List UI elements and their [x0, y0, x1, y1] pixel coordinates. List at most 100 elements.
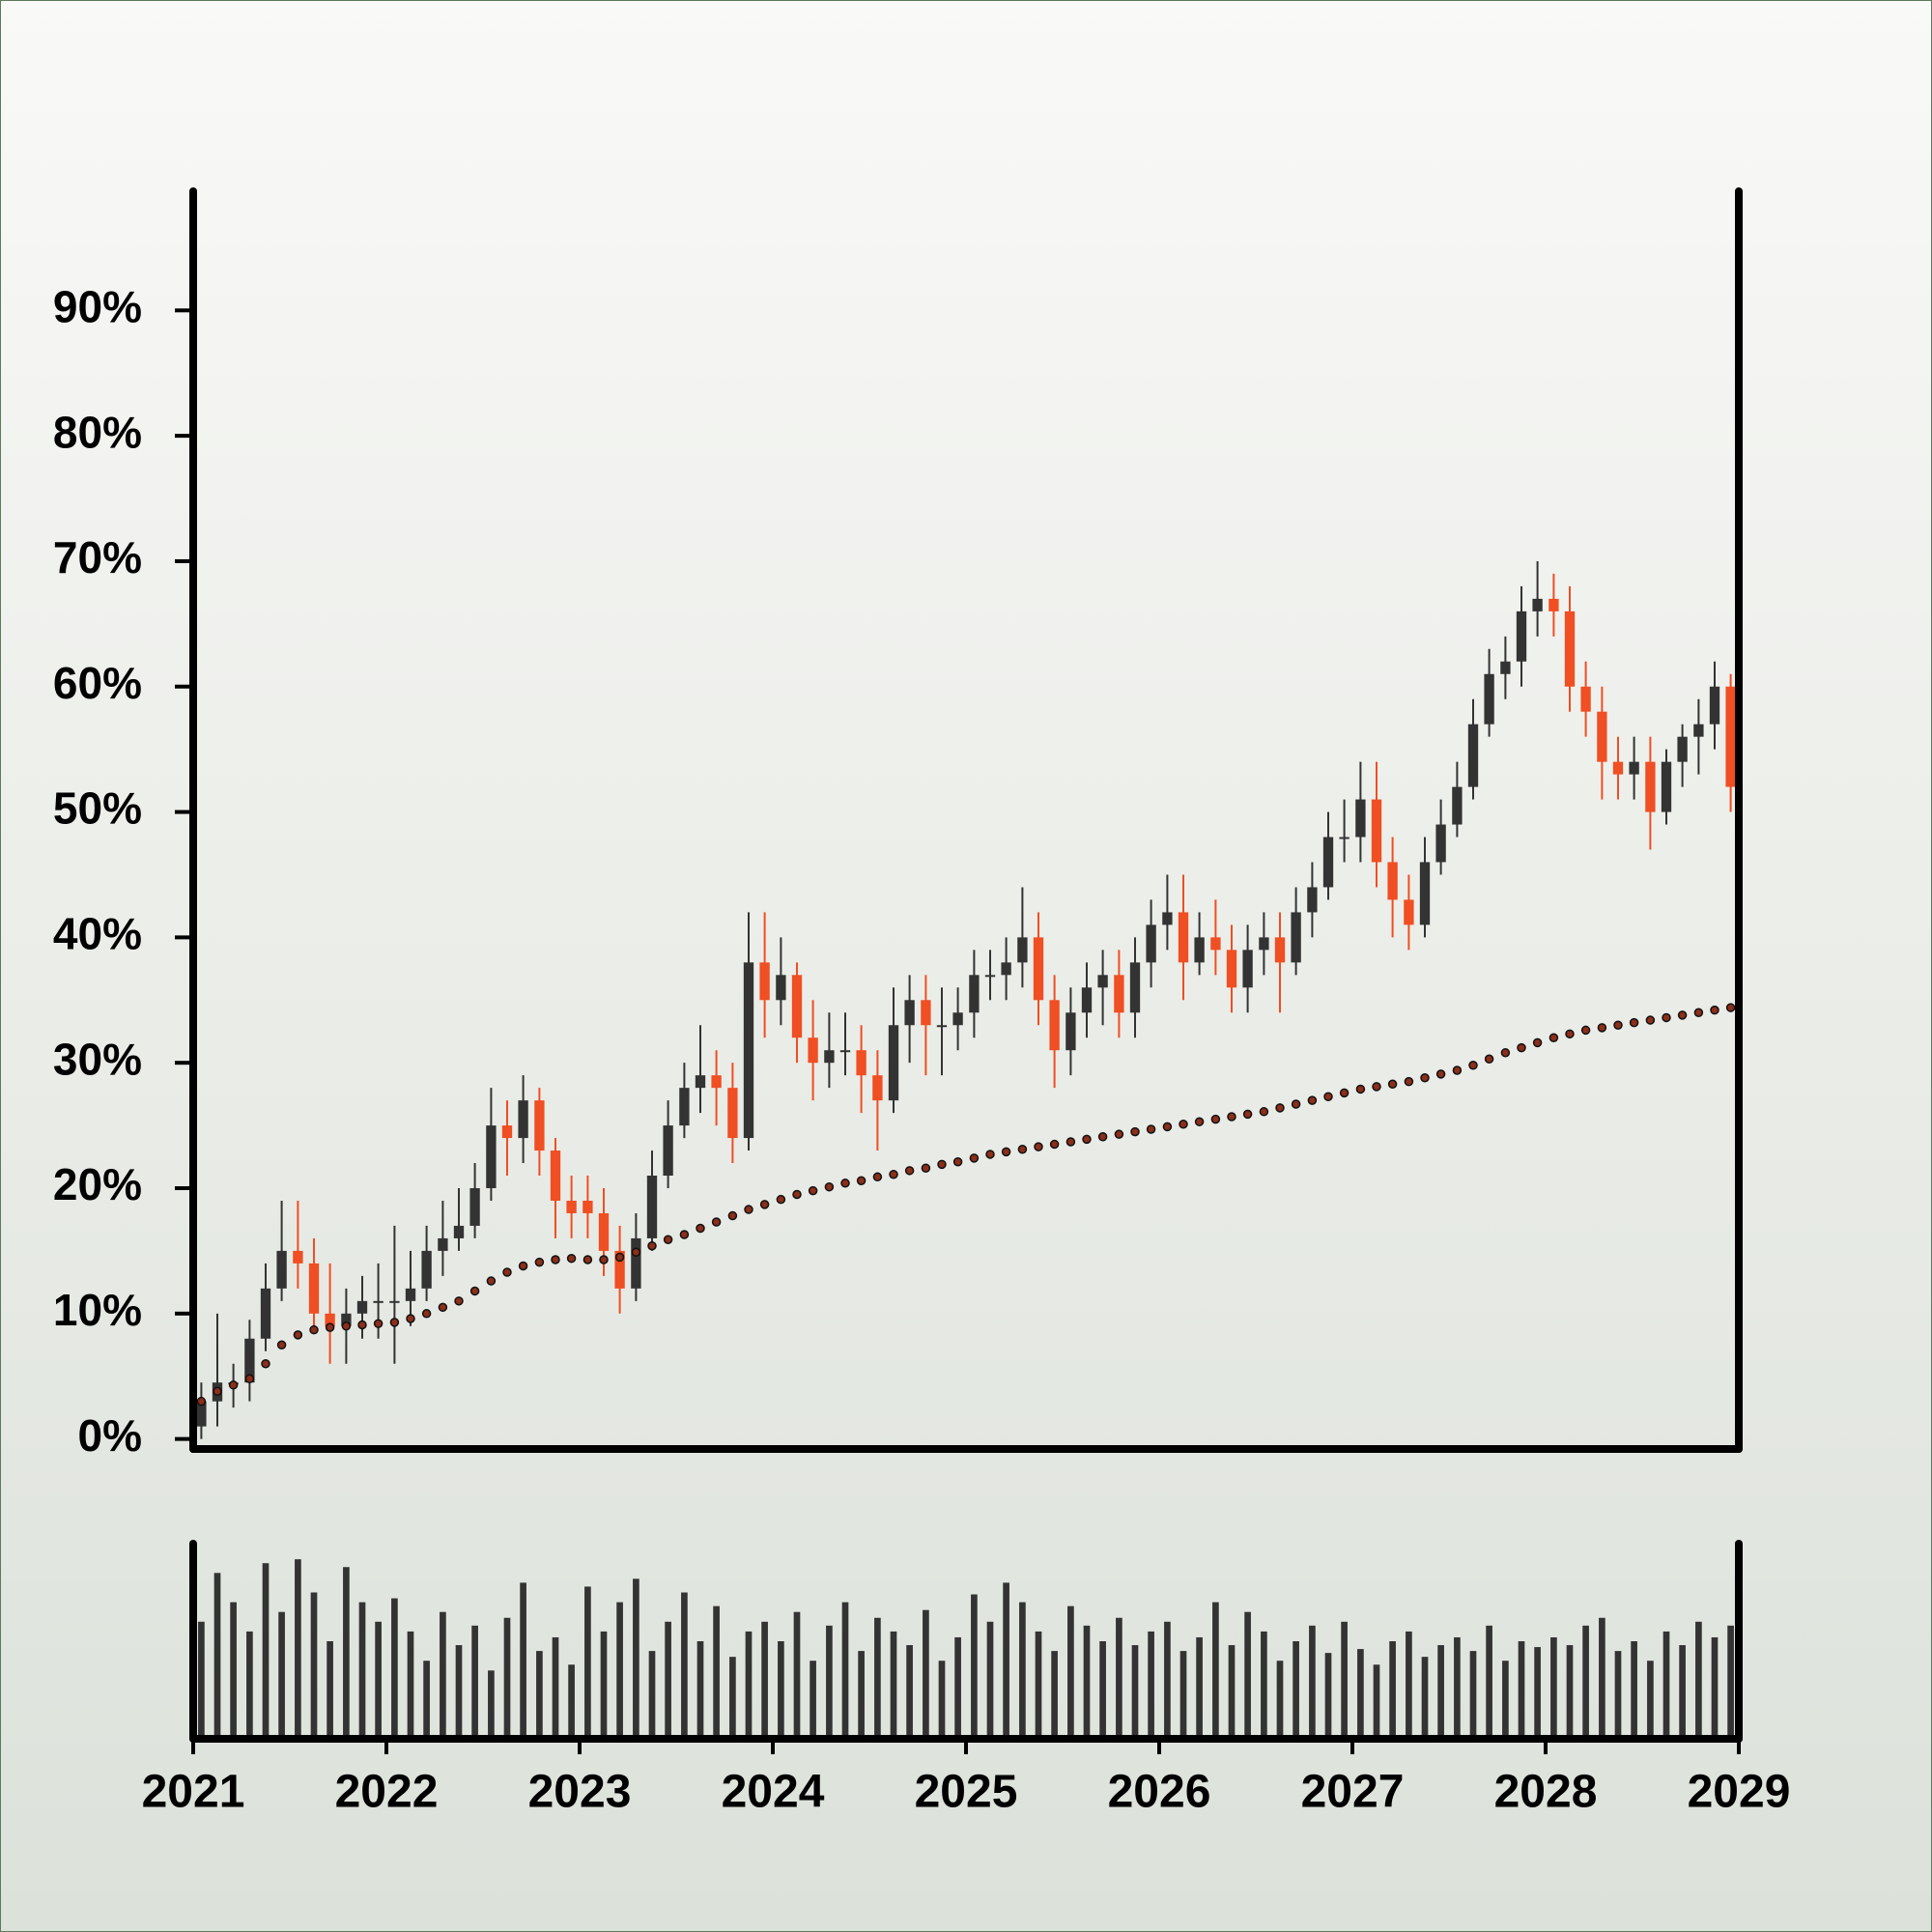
- moving-average-dot: [647, 1240, 657, 1251]
- volume-bar: [1341, 1621, 1348, 1739]
- candle-body: [1097, 975, 1108, 988]
- candle-body: [1242, 950, 1253, 988]
- candle-body: [679, 1088, 690, 1126]
- moving-average-dot: [406, 1314, 415, 1323]
- moving-average-dot: [1259, 1107, 1269, 1117]
- moving-average-dot: [1613, 1020, 1623, 1030]
- plot-area: [196, 560, 1736, 1739]
- volume-bar: [826, 1625, 833, 1739]
- moving-average-dot: [389, 1318, 400, 1327]
- candle-body: [1355, 799, 1366, 838]
- volume-bar: [230, 1602, 237, 1739]
- moving-average-dot: [1629, 1017, 1639, 1028]
- moving-average-dot: [1693, 1008, 1704, 1018]
- candle-body: [808, 1037, 818, 1064]
- moving-average-dot: [1307, 1095, 1318, 1105]
- moving-average-dot: [952, 1156, 963, 1167]
- moving-average-dot: [1435, 1069, 1446, 1079]
- candle-body: [1677, 736, 1688, 762]
- candle-body: [276, 1250, 287, 1289]
- moving-average-dot: [663, 1235, 673, 1244]
- candle-body: [356, 1300, 368, 1314]
- moving-average-dot: [534, 1257, 545, 1267]
- volume-bar: [600, 1631, 608, 1739]
- volume-bar: [1293, 1641, 1299, 1739]
- moving-average-dot: [325, 1322, 335, 1332]
- moving-average-dot: [357, 1320, 367, 1330]
- moving-average-dot: [502, 1267, 512, 1277]
- volume-bar: [1357, 1649, 1364, 1739]
- candle-body: [856, 1050, 867, 1076]
- candle-body: [1548, 598, 1559, 611]
- candle-body: [453, 1225, 465, 1238]
- moving-average-dot: [1468, 1061, 1478, 1070]
- candle-body: [791, 975, 803, 1038]
- volume-bar: [1035, 1631, 1042, 1739]
- moving-average-dot: [421, 1309, 432, 1319]
- candle-body: [888, 1025, 899, 1101]
- moving-average-dot: [1323, 1092, 1333, 1101]
- moving-average-dot: [1146, 1124, 1156, 1134]
- x-tick-label: 2025: [915, 1767, 1018, 1818]
- candle-body: [598, 1212, 610, 1251]
- candle-body: [1452, 786, 1463, 825]
- candle-body: [373, 1300, 384, 1303]
- candle-body: [1597, 711, 1607, 762]
- candle-body: [727, 1088, 738, 1139]
- candle-body: [936, 1025, 948, 1028]
- moving-average-dot: [228, 1380, 239, 1390]
- candle-body: [695, 1075, 706, 1089]
- volume-bar: [1695, 1621, 1702, 1739]
- volume-bar: [1711, 1636, 1719, 1739]
- volume-bar: [391, 1598, 398, 1739]
- moving-average-dot: [438, 1302, 448, 1313]
- candle-body: [1532, 598, 1543, 611]
- candle-body: [1645, 761, 1656, 812]
- volume-bar: [310, 1592, 318, 1739]
- moving-average-dot: [518, 1261, 528, 1271]
- moving-average-dot: [985, 1150, 995, 1159]
- volume-bar: [1067, 1605, 1074, 1739]
- candle-body: [389, 1300, 400, 1303]
- candle-body: [1387, 862, 1398, 900]
- candle-body: [1178, 912, 1189, 963]
- volume-bar: [971, 1594, 978, 1739]
- volume-bar: [761, 1621, 768, 1739]
- candle-body: [1500, 661, 1511, 674]
- volume-bar: [1116, 1617, 1122, 1739]
- candle-body: [566, 1200, 577, 1213]
- volume-bar: [1051, 1651, 1058, 1739]
- candle-body: [921, 1000, 931, 1026]
- volume-bar: [1373, 1664, 1380, 1739]
- candle-body: [1210, 937, 1221, 951]
- volume-bar: [874, 1617, 881, 1739]
- moving-average-dot: [1065, 1137, 1076, 1147]
- moving-average-dot: [711, 1217, 722, 1227]
- volume-bar: [906, 1645, 913, 1739]
- candle-body: [1516, 611, 1527, 662]
- candle-body: [1709, 686, 1720, 724]
- moving-average-dot: [808, 1185, 818, 1196]
- moving-average-dot: [1194, 1117, 1205, 1126]
- candle-body: [984, 975, 996, 978]
- candle-body: [872, 1075, 883, 1101]
- moving-average-dot: [1645, 1015, 1656, 1025]
- moving-average-dot: [551, 1255, 560, 1264]
- moving-average-dot: [1420, 1073, 1430, 1083]
- volume-bar: [568, 1664, 575, 1739]
- candle-body: [904, 1000, 915, 1026]
- x-tick-label: 2027: [1301, 1767, 1405, 1818]
- candle-body: [631, 1237, 641, 1289]
- candle-body: [1467, 724, 1479, 787]
- candle-body: [196, 1401, 207, 1427]
- moving-average-dot: [341, 1321, 352, 1331]
- moving-average-dot: [244, 1374, 255, 1384]
- candle-body: [1612, 761, 1624, 775]
- volume-bar: [198, 1621, 205, 1739]
- volume-bar: [1261, 1631, 1267, 1739]
- moving-average-dot: [1130, 1126, 1140, 1137]
- moving-average-dot: [1677, 1010, 1688, 1020]
- moving-average-dot: [727, 1210, 738, 1221]
- volume-bar: [1099, 1641, 1106, 1739]
